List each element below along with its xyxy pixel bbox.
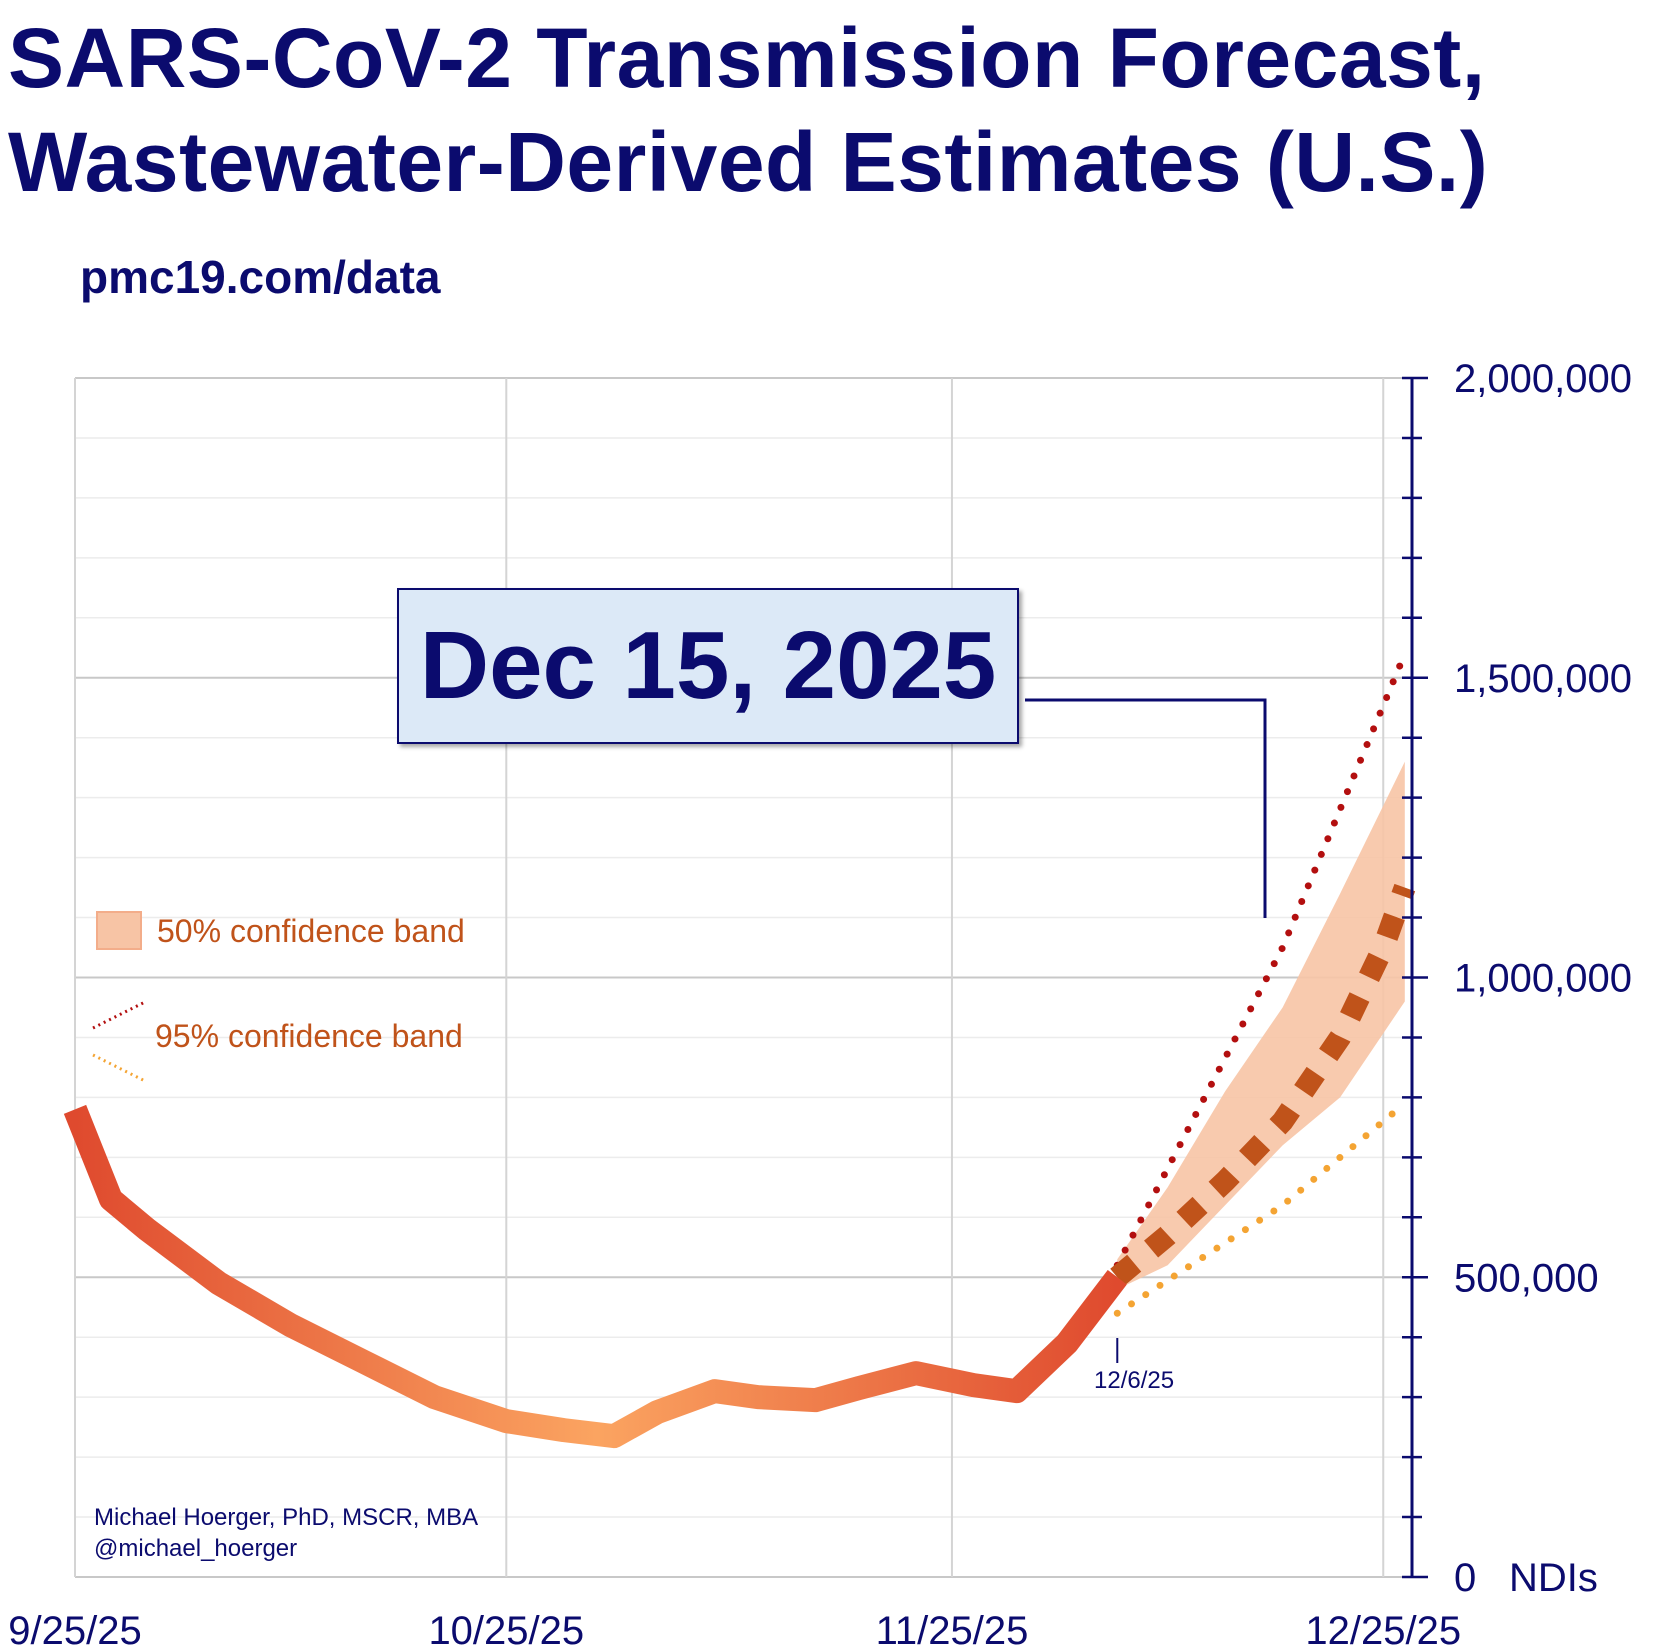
y-tick-label: 0 (1454, 1556, 1476, 1600)
callout-connector (1025, 698, 1267, 918)
series-median-forecast (1110, 883, 1416, 1286)
chart-title-line2: Wastewater-Derived Estimates (U.S.) (8, 115, 1489, 209)
series-lower-95 (1113, 1099, 1409, 1317)
legend-swatches (92, 911, 146, 1083)
x-tick-label: 10/25/25 (428, 1609, 584, 1651)
series-observed (63, 1104, 1127, 1449)
x-tick-label: 9/25/25 (8, 1609, 141, 1651)
author-handle[interactable]: @michael_hoerger (94, 1535, 298, 1562)
x-tick-label: 12/25/25 (1305, 1609, 1461, 1651)
series-upper-95 (1113, 650, 1409, 1269)
source-url[interactable]: pmc19.com/data (80, 251, 441, 303)
callout-leader-line (1025, 698, 1267, 918)
chart-title: SARS-CoV-2 Transmission Forecast, Wastew… (8, 6, 1488, 214)
axes: 0 500,000 1,000,000 1,500,000 2,000,000 NDIs 9… (8, 357, 1632, 1651)
y-tick-label: 1,500,000 (1454, 657, 1632, 701)
legend-swatch-95-lower (92, 1053, 146, 1083)
y-tick-label: 1,000,000 (1454, 957, 1632, 1001)
forecast-start-label: 12/6/25 (1094, 1367, 1175, 1394)
band-50-area (1117, 761, 1405, 1290)
author-credit: Michael Hoerger, PhD, MSCR, MBA @michael… (94, 1502, 478, 1564)
legend-label-50: 50% confidence band (157, 913, 465, 949)
forecast-date-callout: Dec 15, 2025 (397, 588, 1019, 744)
y-tick-label: 500,000 (1454, 1256, 1599, 1300)
legend-label-95: 95% confidence band (155, 1018, 463, 1054)
y-tick-label: 2,000,000 (1454, 357, 1632, 401)
legend-swatch-95-upper (92, 1000, 146, 1030)
y-unit-label: NDIs (1509, 1556, 1598, 1600)
x-tick-label: 11/25/25 (876, 1609, 1029, 1651)
confidence-bands (1117, 761, 1405, 1290)
series-lines (63, 650, 1416, 1449)
author-name: Michael Hoerger, PhD, MSCR, MBA (94, 1504, 479, 1531)
legend-swatch-50 (96, 911, 142, 950)
chart-title-line1: SARS-CoV-2 Transmission Forecast, (8, 11, 1486, 105)
